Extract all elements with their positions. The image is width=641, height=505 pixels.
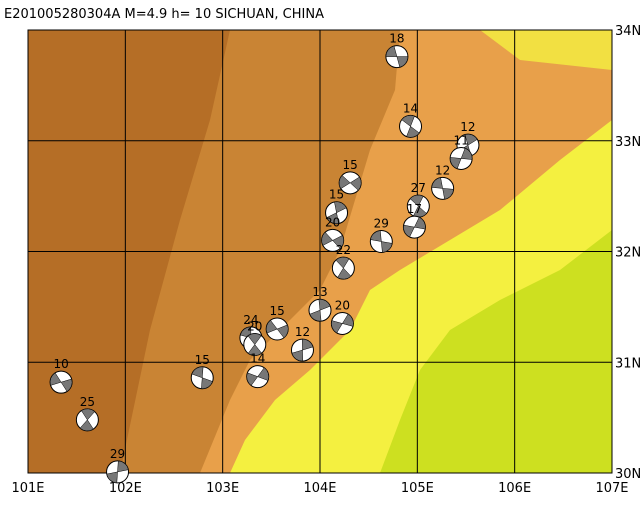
depth-label: 22 (336, 243, 351, 257)
depth-label: 14 (403, 101, 418, 115)
focal-mechanism (243, 333, 267, 357)
focal-mechanism (246, 365, 270, 389)
depth-label: 15 (270, 304, 285, 318)
depth-label: 20 (247, 320, 262, 334)
depth-label: 13 (312, 285, 327, 299)
ball-compression (331, 313, 354, 334)
ball-compression (265, 319, 289, 339)
x-tick-label: 101E (11, 481, 44, 496)
focal-mechanism (106, 460, 130, 484)
focal-mechanism (321, 228, 345, 252)
ball-compression (431, 177, 454, 200)
terrain-basin (380, 230, 612, 473)
ball-compression (326, 201, 347, 224)
y-tick-label: 31N (615, 356, 641, 371)
ball-compression (309, 299, 331, 322)
depth-label: 12 (435, 163, 450, 177)
ball-compression (385, 45, 409, 68)
terrain-plain-north (480, 30, 612, 70)
ball-compression (338, 175, 362, 191)
ball-compression (246, 367, 269, 386)
focal-mechanism (49, 370, 73, 394)
x-tick-label: 107E (595, 481, 628, 496)
x-tick-label: 103E (206, 481, 239, 496)
focal-mechanism (325, 201, 349, 225)
focal-mechanism (331, 256, 355, 280)
focal-mechanism (290, 338, 314, 362)
depth-label: 15 (343, 158, 358, 172)
ball-compression (321, 231, 344, 249)
map-title: E201005280304A M=4.9 h= 10 SICHUAN, CHIN… (4, 7, 324, 22)
ball-compression (106, 460, 129, 484)
depth-label: 12 (295, 325, 310, 339)
x-tick-label: 102E (109, 481, 142, 496)
depth-label: 15 (329, 188, 344, 202)
depth-label: 27 (411, 181, 426, 195)
ball-compression (291, 338, 314, 362)
depth-label: 29 (374, 217, 389, 231)
ball-compression (79, 408, 96, 432)
focal-mechanism (190, 366, 214, 390)
y-tick-label: 34N (615, 24, 641, 39)
depth-label: 17 (407, 202, 422, 216)
focal-mechanism (75, 408, 99, 432)
focal-mechanism (369, 230, 393, 254)
ball-compression (247, 333, 262, 356)
y-tick-label: 30N (615, 467, 641, 482)
focal-mechanism (338, 171, 362, 195)
ball-compression (191, 366, 213, 389)
depth-label: 10 (53, 357, 68, 371)
x-tick-label: 104E (303, 481, 336, 496)
focal-mechanism (449, 146, 473, 170)
ball-compression (335, 256, 352, 280)
depth-label: 29 (110, 447, 125, 461)
depth-label: 25 (80, 395, 95, 409)
depth-label: 14 (250, 352, 265, 366)
focal-mechanism (431, 176, 455, 200)
focal-mechanism (330, 311, 354, 335)
y-tick-label: 32N (615, 246, 641, 261)
ball-compression (370, 230, 393, 253)
ball-compression (401, 115, 420, 138)
ball-compression (403, 216, 426, 238)
depth-label: 18 (389, 32, 404, 46)
ball-compression (449, 147, 473, 170)
depth-label: 24 (243, 313, 258, 327)
depth-label: 11 (453, 133, 468, 147)
focal-mechanism (399, 114, 423, 138)
ball-compression (49, 372, 73, 392)
focal-mechanism (385, 45, 409, 69)
depth-label: 15 (195, 353, 210, 367)
focal-mechanism (265, 317, 289, 341)
focal-mechanism (308, 298, 332, 322)
x-tick-label: 106E (498, 481, 531, 496)
depth-label: 20 (325, 215, 340, 229)
y-tick-label: 33N (615, 135, 641, 150)
x-tick-label: 105E (401, 481, 434, 496)
depth-label: 12 (460, 120, 475, 134)
focal-mechanism (402, 215, 426, 239)
depth-label: 20 (335, 298, 350, 312)
